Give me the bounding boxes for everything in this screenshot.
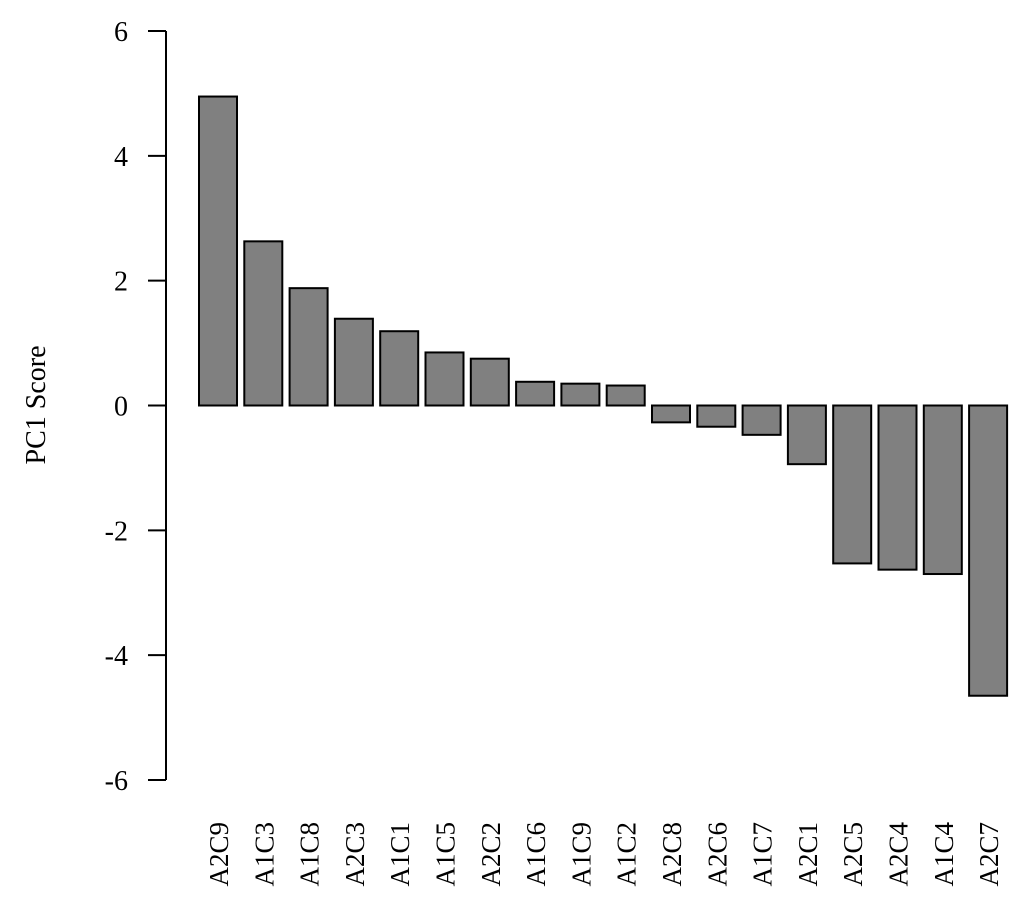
- x-tick-label: A2C1: [793, 822, 823, 887]
- y-tick-label: -4: [105, 641, 128, 672]
- y-axis-title: PC1 Score: [21, 346, 52, 465]
- bar-a2c4: [877, 404, 918, 571]
- x-tick-label: A2C8: [657, 822, 687, 887]
- x-tick-label: A2C3: [340, 822, 370, 887]
- y-tick-label: -2: [105, 516, 128, 547]
- x-tick-label: A2C9: [204, 822, 234, 887]
- x-tick-label: A1C4: [929, 822, 959, 887]
- x-tick-label: A2C7: [974, 822, 1004, 887]
- bar-a1c9: [560, 382, 601, 407]
- x-tick-label: A2C5: [838, 822, 868, 887]
- x-tick-label: A1C9: [566, 822, 596, 887]
- bar-a2c3: [333, 317, 374, 407]
- bar-a1c6: [515, 380, 556, 407]
- category-labels: A2C9 A1C3 A1C8 A2C3 A1C1 A1C5 A2C2 A1C6 A1C9 A1C2…: [204, 822, 1004, 887]
- bar-a2c6: [696, 404, 737, 428]
- x-tick-label: A2C6: [702, 822, 732, 887]
- bar-a1c3: [243, 240, 284, 407]
- y-axis: 6 4 2 0 -2 -4 -6: [105, 17, 167, 797]
- bar-a1c1: [379, 330, 420, 407]
- bar-a1c5: [424, 351, 465, 407]
- y-tick-label: 6: [114, 17, 128, 48]
- x-tick-label: A2C2: [476, 822, 506, 887]
- bar-a1c4: [922, 404, 963, 576]
- bar-a2c8: [651, 404, 691, 424]
- bar-a2c9: [198, 95, 238, 407]
- bar-a2c2: [469, 357, 510, 407]
- bars-group: [198, 95, 1009, 697]
- x-tick-label: A1C1: [385, 822, 415, 887]
- x-tick-label: A2C4: [884, 822, 914, 887]
- y-tick-label: 2: [114, 267, 128, 298]
- x-tick-label: A1C7: [748, 822, 778, 887]
- x-tick-label: A1C2: [612, 822, 642, 887]
- bar-a1c7: [741, 404, 782, 436]
- x-tick-label: A1C6: [521, 822, 551, 887]
- x-tick-label: A1C3: [249, 822, 279, 887]
- x-tick-label: A1C5: [431, 822, 461, 887]
- bar-a1c8: [288, 287, 329, 407]
- y-tick-label: 0: [114, 392, 128, 423]
- x-tick-label: A1C8: [295, 822, 325, 887]
- bar-a1c2: [605, 384, 646, 407]
- y-tick-label: 4: [114, 142, 128, 173]
- bar-a2c1: [786, 404, 827, 466]
- bar-a2c5: [832, 404, 873, 565]
- y-tick-label: -6: [105, 766, 128, 797]
- bar-a2c7: [968, 404, 1009, 697]
